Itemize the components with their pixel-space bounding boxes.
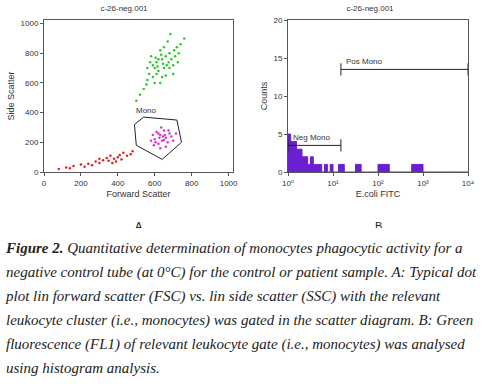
svg-text:400: 400 <box>25 108 39 117</box>
html-text:Figure 2. Quantitative determi: Figure 2. Quantitative determination of … <box>6 240 477 376</box>
svg-text:Mono: Mono <box>136 106 157 115</box>
svg-text:0: 0 <box>42 179 47 188</box>
svg-text:Side Scatter: Side Scatter <box>6 71 16 120</box>
svg-text:Forward Scatter: Forward Scatter <box>106 189 170 199</box>
svg-text:E.coli FITC: E.coli FITC <box>356 189 401 199</box>
svg-text:c-26-neg.001: c-26-neg.001 <box>346 4 394 13</box>
svg-text:c-26-neg.001: c-26-neg.001 <box>100 4 148 13</box>
svg-text:200: 200 <box>74 179 88 188</box>
svg-text:600: 600 <box>148 179 162 188</box>
svg-text:10⁴: 10⁴ <box>462 179 475 188</box>
svg-text:400: 400 <box>111 179 125 188</box>
svg-text:5: 5 <box>278 130 283 139</box>
svg-text:20: 20 <box>273 16 282 25</box>
svg-text:10²: 10² <box>372 179 384 188</box>
svg-text:A: A <box>135 220 143 228</box>
svg-text:Neg Mono: Neg Mono <box>293 133 330 142</box>
svg-text:200: 200 <box>25 138 39 147</box>
svg-text:10: 10 <box>273 92 282 101</box>
svg-text:1000: 1000 <box>220 179 238 188</box>
svg-text:0: 0 <box>34 168 39 177</box>
svg-text:800: 800 <box>25 49 39 58</box>
svg-text:10³: 10³ <box>417 179 429 188</box>
svg-text:B: B <box>375 220 382 228</box>
svg-text:1000: 1000 <box>21 19 39 28</box>
svg-text:10⁰: 10⁰ <box>282 179 294 188</box>
svg-text:600: 600 <box>25 79 39 88</box>
svg-text:10¹: 10¹ <box>327 179 339 188</box>
svg-text:Counts: Counts <box>259 81 269 110</box>
svg-text:0: 0 <box>278 168 283 177</box>
svg-text:800: 800 <box>185 179 199 188</box>
svg-text:15: 15 <box>273 54 282 63</box>
svg-text:Pos Mono: Pos Mono <box>346 57 383 66</box>
